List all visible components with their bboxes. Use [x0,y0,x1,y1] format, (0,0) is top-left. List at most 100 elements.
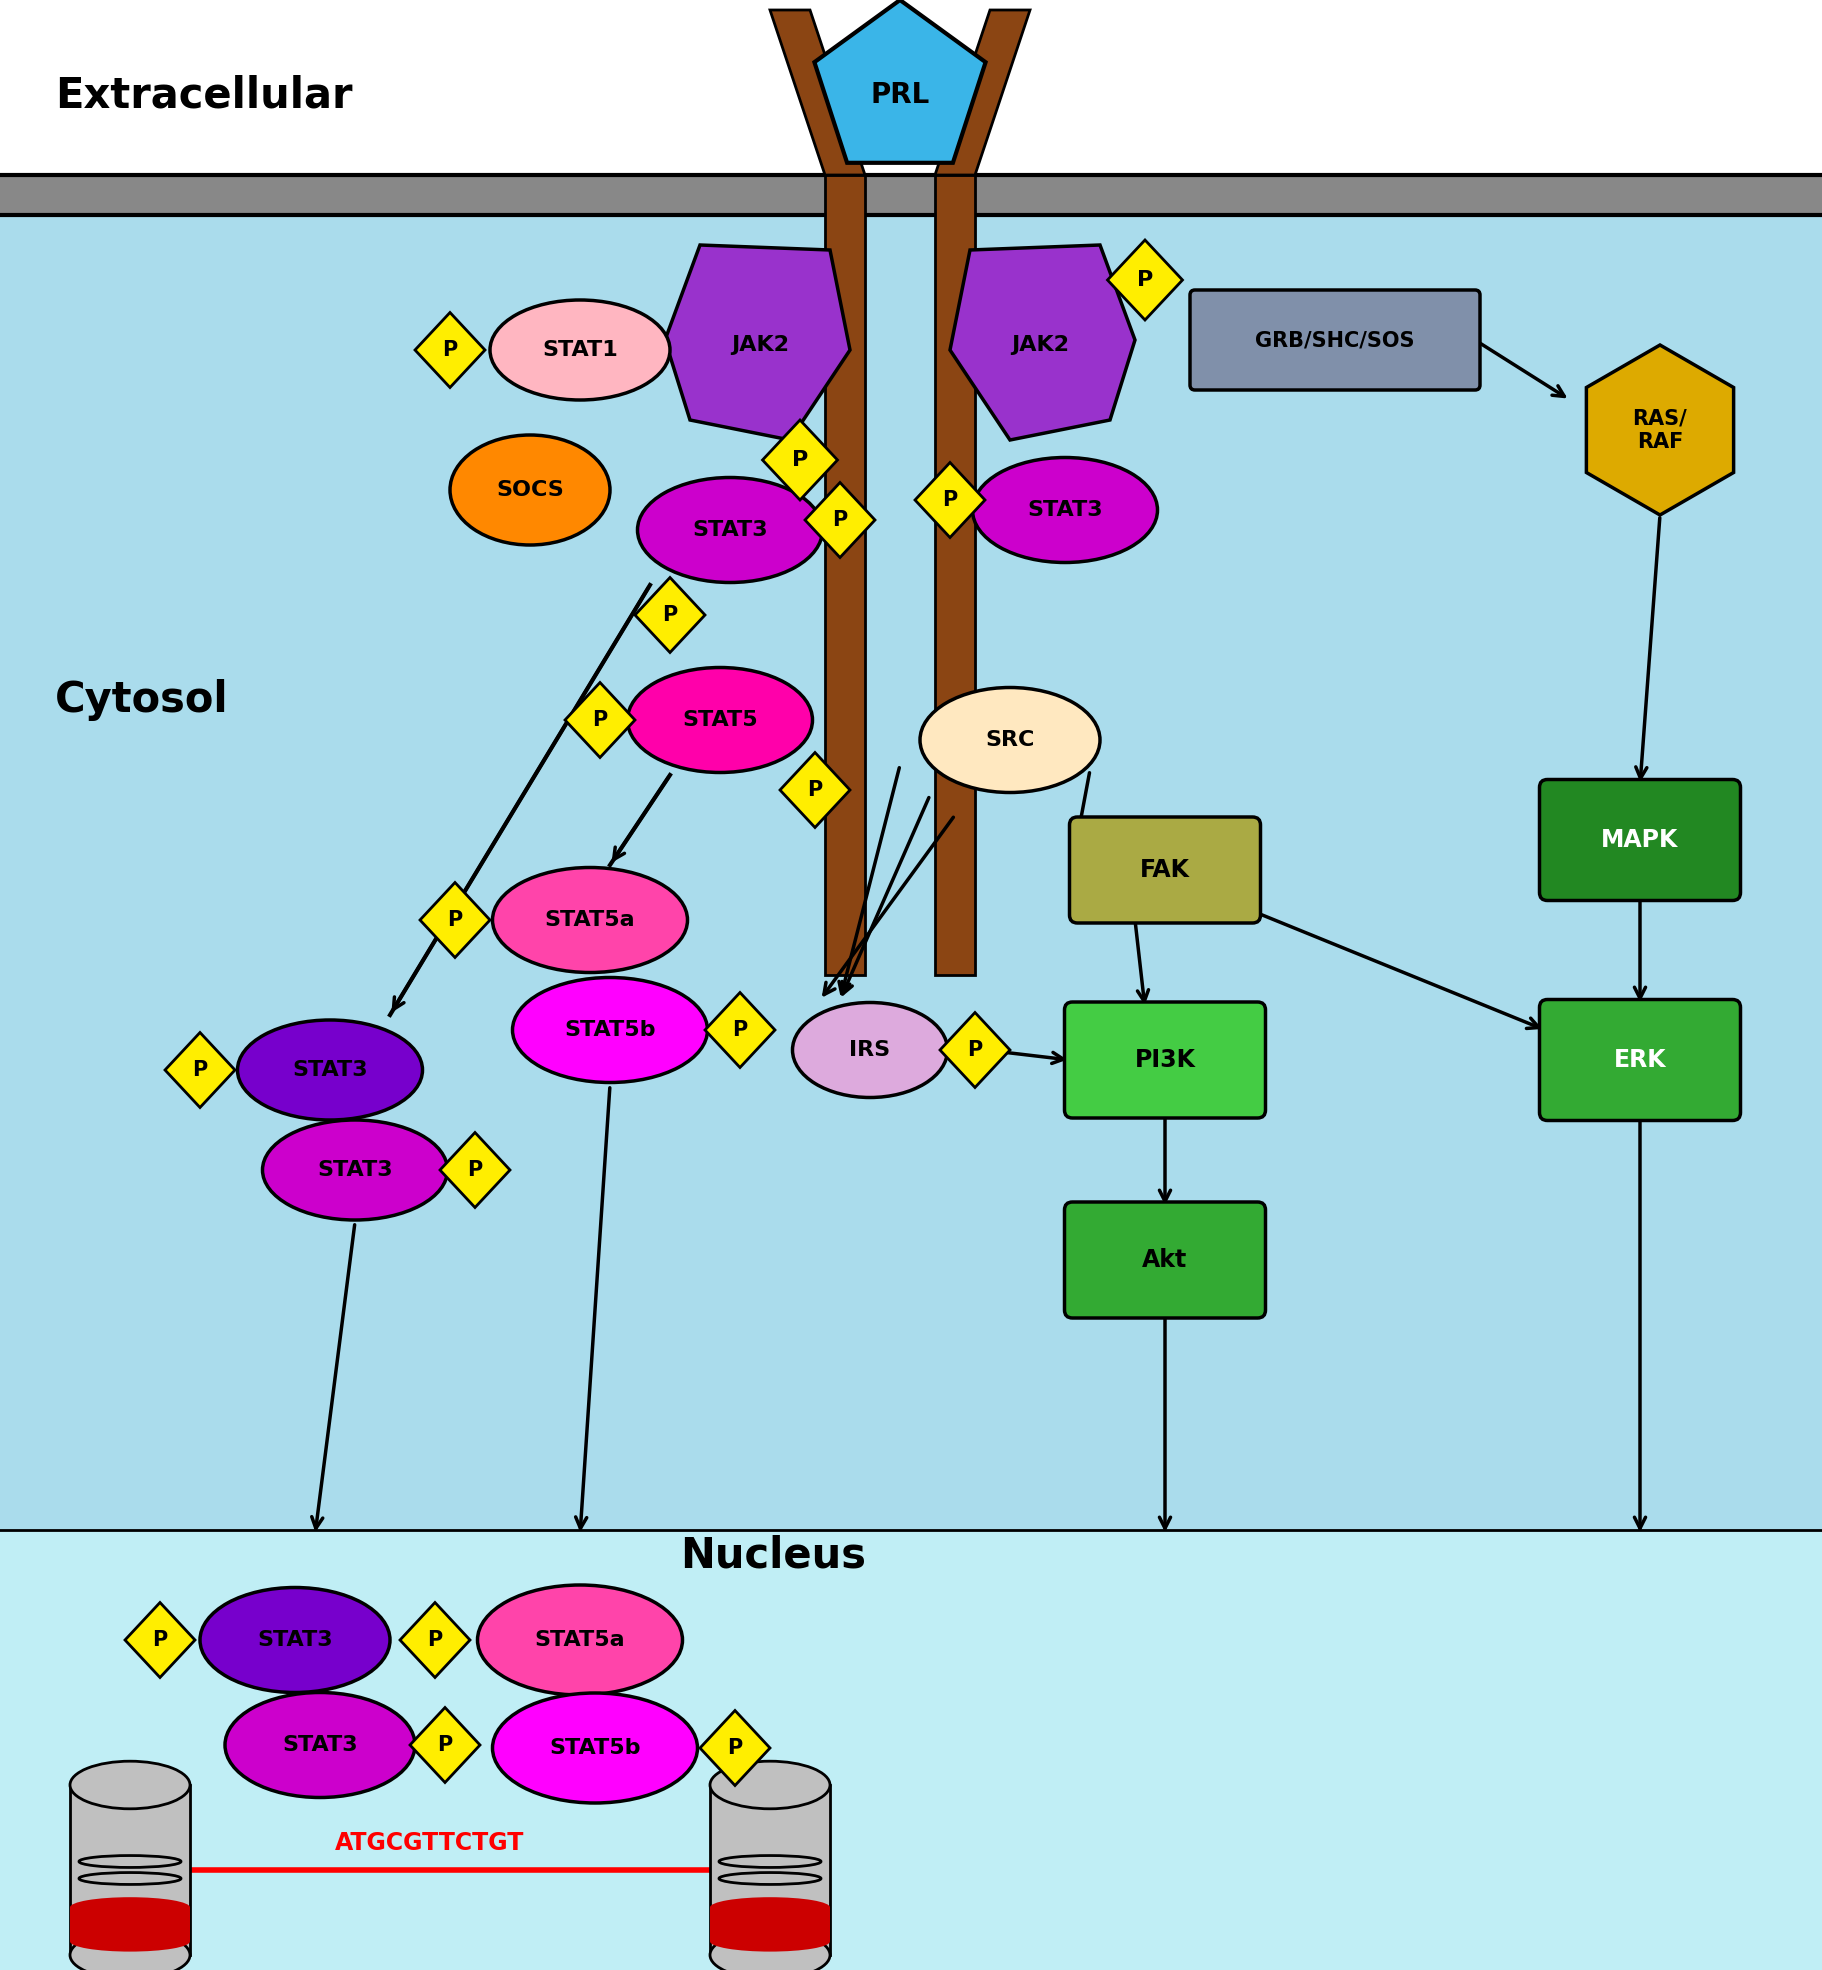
Bar [0,175,1822,215]
Text: P: P [1137,270,1153,290]
FancyBboxPatch shape [1064,1202,1266,1318]
Ellipse shape [711,1931,831,1970]
Polygon shape [949,244,1135,439]
Text: PRL: PRL [871,81,929,108]
Text: ERK: ERK [1614,1048,1667,1072]
Polygon shape [665,244,851,439]
Polygon shape [935,10,1029,175]
Polygon shape [166,1032,235,1107]
Text: STAT1: STAT1 [543,341,618,361]
Ellipse shape [973,457,1157,563]
Text: P: P [727,1738,743,1757]
Polygon shape [762,420,838,500]
Ellipse shape [920,688,1100,792]
Ellipse shape [793,1003,947,1097]
Ellipse shape [69,1931,189,1952]
Text: P: P [468,1160,483,1180]
Text: P: P [663,605,678,624]
Ellipse shape [711,1931,831,1952]
Text: P: P [437,1736,452,1755]
Polygon shape [780,753,851,827]
FancyBboxPatch shape [1070,818,1261,924]
Ellipse shape [450,435,610,546]
Text: P: P [833,510,847,530]
Bar [0,1531,1822,1970]
FancyBboxPatch shape [1540,780,1740,900]
Text: IRS: IRS [849,1040,891,1060]
Ellipse shape [262,1121,448,1219]
Text: STAT5: STAT5 [681,709,758,731]
Polygon shape [771,10,865,175]
Text: STAT5a: STAT5a [534,1629,625,1651]
Bar [0,0,1822,175]
Bar [825,175,865,975]
Bar [711,1785,831,1954]
Text: STAT3: STAT3 [282,1736,357,1755]
Polygon shape [814,0,986,164]
Polygon shape [439,1133,510,1208]
Text: Nucleus: Nucleus [680,1535,865,1576]
Text: STAT5a: STAT5a [545,910,636,930]
Text: JAK2: JAK2 [1011,335,1070,355]
Ellipse shape [490,299,670,400]
Text: Akt: Akt [1142,1249,1188,1273]
Text: Cytosol: Cytosol [55,680,228,721]
Text: P: P [448,910,463,930]
Polygon shape [915,463,986,538]
Polygon shape [421,883,490,957]
Text: GRB/SHC/SOS: GRB/SHC/SOS [1255,331,1414,351]
Ellipse shape [492,1692,698,1803]
Text: P: P [807,780,822,800]
Ellipse shape [638,477,822,583]
FancyBboxPatch shape [1540,999,1740,1121]
Text: JAK2: JAK2 [731,335,789,355]
Text: P: P [592,709,607,731]
Ellipse shape [69,1931,189,1970]
Text: Extracellular: Extracellular [55,75,352,116]
Ellipse shape [627,668,813,772]
Polygon shape [705,993,774,1068]
Text: STAT3: STAT3 [317,1160,394,1180]
Text: P: P [193,1060,208,1080]
Ellipse shape [237,1020,423,1121]
Polygon shape [565,682,636,758]
Polygon shape [401,1602,470,1678]
Text: ATGCGTTCTGT: ATGCGTTCTGT [335,1830,525,1856]
Bar [0,215,1822,1531]
Text: FAK: FAK [1141,859,1190,883]
Bar [69,1785,189,1954]
FancyBboxPatch shape [1190,290,1479,390]
Polygon shape [940,1013,1009,1087]
Text: SRC: SRC [986,731,1035,751]
Polygon shape [700,1710,771,1785]
FancyBboxPatch shape [1064,1003,1266,1119]
Polygon shape [410,1708,479,1783]
Ellipse shape [711,1761,831,1808]
Text: STAT3: STAT3 [292,1060,368,1080]
Text: P: P [967,1040,982,1060]
Polygon shape [415,313,485,388]
Text: SOCS: SOCS [496,481,563,500]
Ellipse shape [711,1897,831,1917]
Text: P: P [443,341,457,361]
Text: STAT3: STAT3 [1028,500,1102,520]
Text: P: P [732,1020,747,1040]
Polygon shape [805,483,875,558]
Ellipse shape [200,1588,390,1692]
Text: STAT3: STAT3 [257,1629,333,1651]
Text: STAT3: STAT3 [692,520,767,540]
Text: P: P [153,1629,168,1651]
Ellipse shape [224,1692,415,1797]
Polygon shape [636,577,705,652]
Text: PI3K: PI3K [1135,1048,1195,1072]
Ellipse shape [512,977,707,1082]
Bar [711,1907,831,1940]
Polygon shape [126,1602,195,1678]
Text: STAT5b: STAT5b [548,1738,641,1757]
Polygon shape [1108,240,1182,319]
Text: MAPK: MAPK [1602,827,1678,851]
Ellipse shape [69,1897,189,1917]
Polygon shape [1587,345,1733,514]
Text: P: P [793,449,809,471]
Text: RAS/
RAF: RAS/ RAF [1633,408,1687,451]
